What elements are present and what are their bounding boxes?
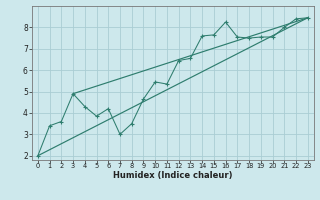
X-axis label: Humidex (Indice chaleur): Humidex (Indice chaleur): [113, 171, 233, 180]
